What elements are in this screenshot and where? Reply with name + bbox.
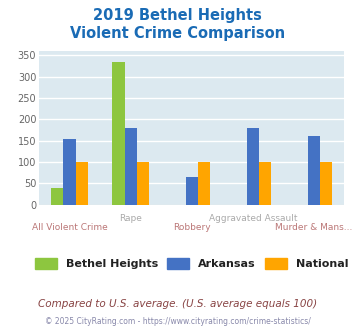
Legend: Bethel Heights, Arkansas, National: Bethel Heights, Arkansas, National: [31, 253, 353, 274]
Bar: [186, 177, 198, 205]
Bar: [76, 162, 88, 205]
Bar: [112, 62, 125, 205]
Text: Violent Crime Comparison: Violent Crime Comparison: [70, 26, 285, 41]
Text: Compared to U.S. average. (U.S. average equals 100): Compared to U.S. average. (U.S. average …: [38, 299, 317, 309]
Bar: [320, 162, 332, 205]
Text: 2019 Bethel Heights: 2019 Bethel Heights: [93, 8, 262, 23]
Bar: [198, 162, 210, 205]
Text: Rape: Rape: [119, 214, 142, 223]
Bar: [259, 162, 271, 205]
Text: Aggravated Assault: Aggravated Assault: [208, 214, 297, 223]
Bar: [137, 162, 149, 205]
Bar: [247, 128, 259, 205]
Bar: [125, 128, 137, 205]
Bar: [64, 139, 76, 205]
Bar: [51, 187, 64, 205]
Bar: [308, 136, 320, 205]
Text: Robbery: Robbery: [173, 222, 211, 232]
Text: Murder & Mans...: Murder & Mans...: [275, 222, 353, 232]
Text: © 2025 CityRating.com - https://www.cityrating.com/crime-statistics/: © 2025 CityRating.com - https://www.city…: [45, 317, 310, 326]
Text: All Violent Crime: All Violent Crime: [32, 222, 108, 232]
